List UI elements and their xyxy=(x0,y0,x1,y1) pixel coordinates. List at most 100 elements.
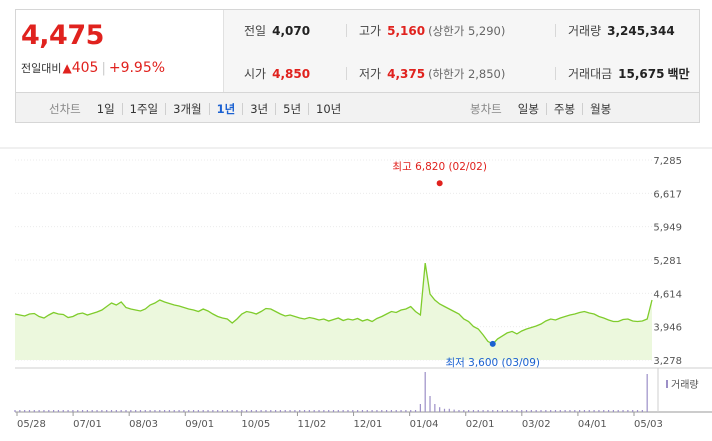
volume-bar xyxy=(463,410,465,412)
volume-bar xyxy=(381,410,383,412)
tab-1d[interactable]: 1일 xyxy=(96,102,115,116)
volume-bar xyxy=(246,410,248,412)
volume-bar xyxy=(588,410,590,412)
stat-value: 15,675 xyxy=(618,67,665,81)
stat-volume: 거래량 3,245,344 xyxy=(568,22,675,39)
price-line xyxy=(14,263,653,345)
volume-bar xyxy=(308,410,310,412)
volume-bar xyxy=(516,410,518,412)
volume-bar xyxy=(405,410,407,412)
volume-bar xyxy=(231,410,233,412)
volume-bar xyxy=(183,410,185,412)
volume-bar xyxy=(598,410,600,412)
candle-tabs: 봉차트 일봉 주봉 월봉 xyxy=(470,101,618,117)
volume-bar xyxy=(501,410,504,412)
volume-bar xyxy=(352,410,354,412)
volume-bar xyxy=(641,410,643,412)
stat-label: 시가 xyxy=(244,67,267,81)
divider: | xyxy=(101,61,106,76)
volume-bar xyxy=(144,410,146,412)
volume-bar xyxy=(607,410,610,412)
volume-bar xyxy=(77,410,79,412)
tab-3y[interactable]: 3년 xyxy=(242,103,275,115)
volume-bar xyxy=(569,410,571,412)
price-box: 4,475 전일대비▲405 | +9.95% xyxy=(16,10,223,92)
volume-bar xyxy=(627,410,629,412)
stat-prev-close: 전일 4,070 xyxy=(244,22,310,39)
volume-bar xyxy=(48,410,50,412)
volume-bar xyxy=(139,410,142,412)
up-triangle-icon: ▲ xyxy=(62,61,72,75)
y-tick-label: 4,614 xyxy=(653,289,682,300)
volume-bar xyxy=(81,410,84,412)
volume-bar xyxy=(163,410,166,412)
volume-bar xyxy=(318,410,320,412)
volume-bar xyxy=(202,410,204,412)
divider xyxy=(555,24,556,37)
volume-bar xyxy=(525,410,528,412)
volume-bar xyxy=(328,410,330,412)
quote-summary: 4,475 전일대비▲405 | +9.95% 전일 4,070 고가 5,160 (상한… xyxy=(15,9,700,93)
volume-bar xyxy=(550,410,552,412)
x-axis-labels: 05/28 07/01 08/03 09/01 10/05 11/02 12/01 01/04… xyxy=(16,412,663,430)
chart-tab-bar: 선차트 1일 1주일 3개월 1년 3년 5년 10년 봉차트 일봉 주봉 월봉 xyxy=(15,93,700,123)
volume-bar xyxy=(135,410,137,412)
volume-bar xyxy=(540,410,542,412)
tab-3m[interactable]: 3개월 xyxy=(165,103,208,115)
volume-bar xyxy=(299,410,301,412)
candle-tabs-title: 봉차트 xyxy=(470,102,502,116)
stat-label: 저가 xyxy=(359,67,382,81)
stat-label: 거래대금 xyxy=(568,67,613,81)
stat-label: 전일 xyxy=(244,24,267,38)
volume-bar xyxy=(43,410,45,412)
volume-bar xyxy=(453,409,455,412)
volume-bar xyxy=(62,410,64,412)
chart-annotations: 최고 6,820 (02/02) 최저 3,600 (03/09) xyxy=(392,161,540,369)
volume-bar xyxy=(110,410,113,412)
volume-bar xyxy=(212,410,214,412)
tab-weekly[interactable]: 주봉 xyxy=(545,103,582,115)
volume-bar xyxy=(477,410,479,412)
volume-bar xyxy=(57,410,60,412)
volume-bar xyxy=(106,410,108,412)
volume-bar xyxy=(323,410,325,412)
tab-1y[interactable]: 1년 xyxy=(208,103,243,115)
y-tick-label: 3,278 xyxy=(653,356,682,367)
tab-daily[interactable]: 일봉 xyxy=(517,102,539,116)
x-tick-label: 03/02 xyxy=(522,419,551,430)
volume-bar xyxy=(410,410,412,412)
volume-bar xyxy=(159,410,161,412)
high-annotation: 최고 6,820 (02/02) xyxy=(392,161,487,173)
volume-bar xyxy=(86,410,88,412)
x-tick-label: 09/01 xyxy=(185,419,214,430)
volume-bar xyxy=(564,410,566,412)
volume-bar xyxy=(424,372,426,412)
volume-bar xyxy=(33,410,35,412)
volume-bar xyxy=(125,410,127,412)
volume-bar xyxy=(612,410,614,412)
volume-bars: 거래량 xyxy=(14,372,699,412)
volume-bar xyxy=(496,410,499,412)
amount-unit: 백만 xyxy=(667,67,690,81)
volume-bar xyxy=(337,410,339,412)
volume-bar xyxy=(294,410,296,412)
stat-value: 5,160 xyxy=(387,24,426,38)
volume-bar xyxy=(279,410,282,412)
volume-bar xyxy=(28,410,31,412)
x-tick-label: 01/04 xyxy=(410,419,439,430)
divider xyxy=(346,67,347,80)
volume-bar xyxy=(72,410,74,412)
volume-bar xyxy=(554,410,557,412)
volume-bar xyxy=(622,410,624,412)
y-tick-label: 3,946 xyxy=(653,323,682,334)
upper-limit: (상한가 5,290) xyxy=(428,24,506,38)
tab-1w[interactable]: 1주일 xyxy=(121,103,165,115)
price-change: 전일대비▲405 | +9.95% xyxy=(21,60,165,76)
divider xyxy=(555,67,556,80)
tab-10y[interactable]: 10년 xyxy=(308,103,348,115)
volume-bar xyxy=(96,410,98,412)
tab-5y[interactable]: 5년 xyxy=(275,103,308,115)
y-tick-label: 7,285 xyxy=(653,156,682,167)
tab-monthly[interactable]: 월봉 xyxy=(582,103,618,115)
volume-bar xyxy=(472,410,475,412)
